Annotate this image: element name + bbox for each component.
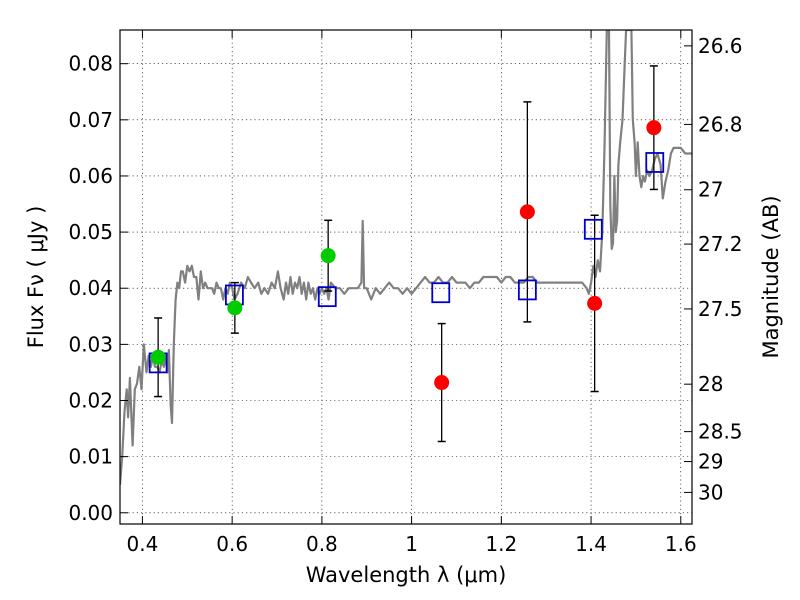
x-tick-label: 0.6: [216, 532, 248, 556]
magnitude-tick-label: 27: [698, 178, 723, 202]
magnitude-tick-label: 26.6: [698, 34, 743, 58]
y-tick-label: 0.03: [68, 332, 113, 356]
photometry-point: [227, 300, 243, 316]
magnitude-tick-label: 29: [698, 450, 723, 474]
model-square: [517, 279, 537, 301]
x-tick-label: 0.8: [306, 532, 338, 556]
x-tick-label: 1.4: [575, 532, 607, 556]
y-tick-label: 0.00: [68, 501, 113, 525]
model-square: [583, 218, 603, 240]
photometry-point: [434, 375, 450, 391]
magnitude-axis-label: Magnitude (AB): [759, 195, 783, 358]
y-tick-label: 0.01: [68, 445, 113, 469]
magnitude-tick-label: 27.5: [698, 297, 743, 321]
photometry-point: [150, 349, 166, 365]
photometry-point: [320, 248, 336, 264]
x-axis-label: Wavelength λ (μm): [306, 563, 507, 587]
magnitude-tick-label: 28: [698, 372, 723, 396]
model-square-layer: [148, 152, 665, 374]
spectrum-line-layer: [120, 30, 692, 485]
plot-frame: [119, 29, 693, 525]
model-square: [317, 286, 337, 308]
x-tick-label: 1.6: [665, 532, 697, 556]
photometry-point: [519, 204, 535, 220]
magnitude-tick-label: 27.2: [698, 232, 743, 256]
y-tick-label: 0.04: [68, 276, 113, 300]
spectrum-line: [120, 30, 692, 485]
x-tick-label: 1: [405, 532, 418, 556]
model-square: [645, 152, 665, 173]
y-tick-label: 0.02: [68, 389, 113, 413]
tick-layer: 0.4 0.6 0.8 1 1.2 1.4 1.6 0.00 0.01 0.02 0.03 0.04 0…: [68, 30, 743, 556]
model-square: [431, 282, 451, 304]
photometry-point: [587, 295, 603, 311]
y-axis-label: Flux Fν ( μJy ): [24, 206, 48, 349]
magnitude-tick-label: 26.8: [698, 112, 743, 136]
x-tick-label: 0.4: [127, 532, 159, 556]
photometry-point-layer: [150, 120, 662, 391]
magnitude-tick-label: 30: [698, 480, 723, 504]
y-tick-label: 0.07: [68, 108, 113, 132]
y-tick-label: 0.05: [68, 220, 113, 244]
y-tick-label: 0.06: [68, 164, 113, 188]
photometry-point: [646, 120, 662, 136]
magnitude-tick-label: 28.5: [698, 420, 743, 444]
y-tick-label: 0.08: [68, 52, 113, 76]
x-tick-label: 1.2: [485, 532, 517, 556]
errorbar-layer: [154, 65, 658, 443]
